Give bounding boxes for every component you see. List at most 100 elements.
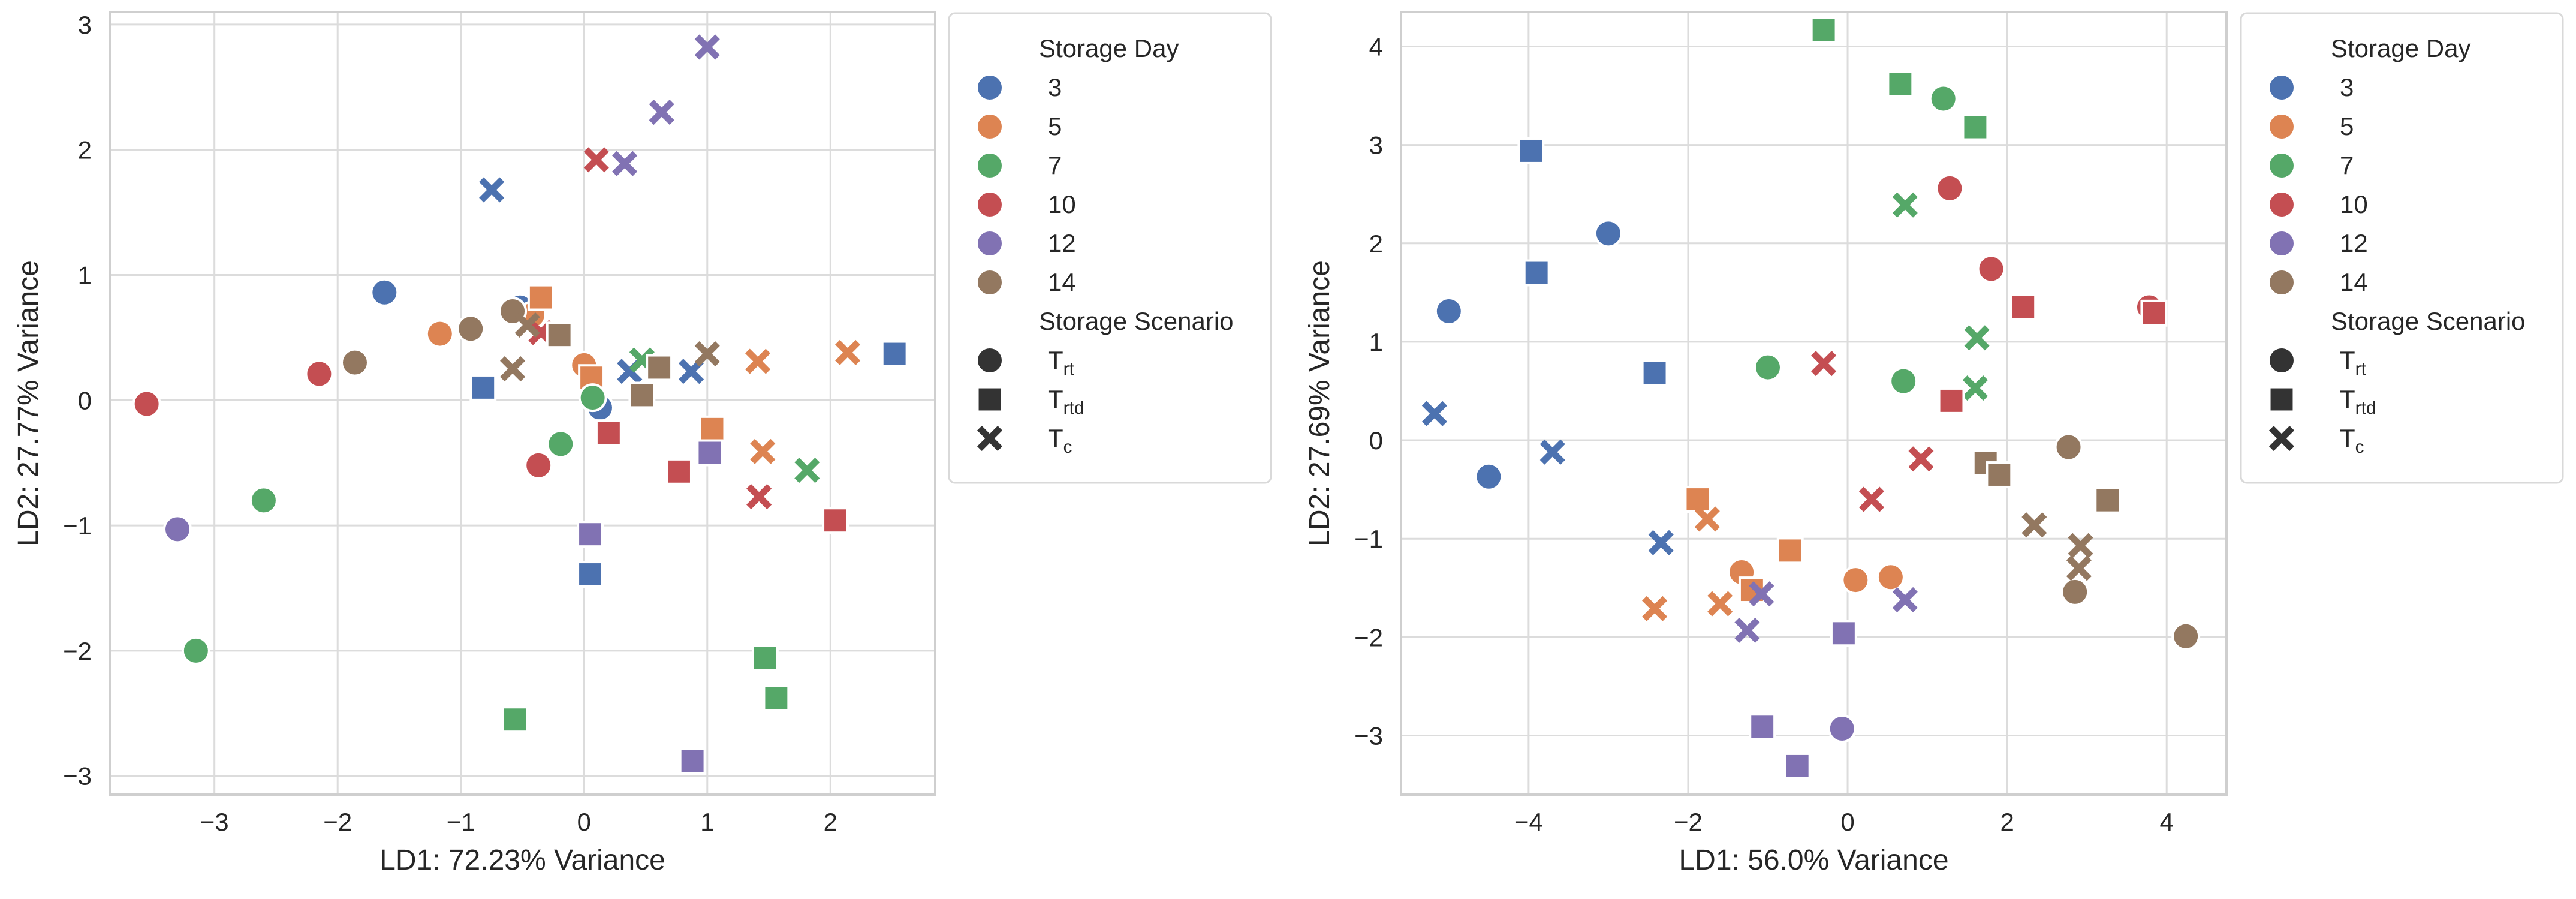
data-point-day10-x bbox=[746, 484, 772, 510]
data-point-day7-circle bbox=[546, 429, 576, 459]
data-point-day7-x bbox=[1892, 192, 1918, 218]
data-point-day12-square bbox=[1830, 620, 1857, 647]
data-point-day3-x bbox=[1648, 530, 1674, 555]
legend-marker-day-3 bbox=[975, 73, 1004, 102]
data-point-day7-x bbox=[1964, 325, 1990, 351]
data-point-day5-circle bbox=[425, 319, 454, 348]
right-y-tick-label: 1 bbox=[1369, 328, 1383, 356]
data-point-day7-circle bbox=[578, 383, 607, 413]
data-point-day10-x bbox=[1908, 446, 1934, 472]
left-y-tick-label: 1 bbox=[78, 261, 92, 289]
right-x-tick-label: 0 bbox=[1840, 808, 1854, 836]
data-point-day7-square bbox=[751, 644, 779, 672]
legend-marker-day-10 bbox=[975, 190, 1004, 219]
legend-marker-circle bbox=[975, 346, 1004, 375]
data-point-day10-circle bbox=[1977, 254, 2006, 284]
legend-box bbox=[2240, 12, 2564, 484]
legend-marker-day-3 bbox=[2267, 73, 2296, 102]
right-data-points bbox=[1421, 16, 2201, 780]
data-point-day5-x bbox=[750, 438, 776, 464]
data-point-day14-square bbox=[546, 321, 573, 349]
data-point-day10-circle bbox=[132, 389, 161, 419]
data-point-day3-x bbox=[1421, 401, 1447, 426]
data-point-day12-x bbox=[612, 151, 638, 176]
data-point-day3-square bbox=[469, 374, 497, 401]
left-y-tick-label: −2 bbox=[63, 637, 92, 665]
data-point-day7-square bbox=[501, 706, 529, 733]
data-point-day7-circle bbox=[249, 486, 278, 515]
legend-box bbox=[948, 12, 1272, 484]
legend-marker-day-5 bbox=[975, 112, 1004, 141]
data-point-day5-square bbox=[1684, 486, 1712, 513]
data-point-day12-x bbox=[1749, 581, 1774, 607]
legend-label-day-12: 12 bbox=[2340, 229, 2368, 257]
data-point-day14-x bbox=[2068, 533, 2093, 558]
data-point-day5-x bbox=[1642, 596, 1668, 621]
data-point-day14-x bbox=[694, 341, 720, 367]
legend-marker-day-14 bbox=[975, 268, 1004, 297]
legend-title-storage-day: Storage Day bbox=[2331, 34, 2470, 62]
data-point-day3-circle bbox=[370, 278, 399, 307]
data-point-day7-circle bbox=[1754, 353, 1782, 382]
data-point-day10-square bbox=[2009, 293, 2037, 321]
left-y-tick-label: −3 bbox=[63, 762, 92, 790]
right-x-tick-label: −4 bbox=[1514, 808, 1543, 836]
data-point-day10-x bbox=[583, 147, 609, 173]
left-y-tick-label: −1 bbox=[63, 512, 92, 540]
legend-marker-x bbox=[2268, 425, 2295, 452]
data-point-day12-circle bbox=[1827, 714, 1857, 744]
data-point-day14-square bbox=[646, 354, 673, 381]
data-point-day7-x bbox=[1962, 375, 1988, 401]
data-point-day12-x bbox=[694, 34, 720, 60]
left-x-tick-label: −3 bbox=[200, 808, 229, 836]
data-point-day14-circle bbox=[340, 348, 369, 377]
data-point-day12-x bbox=[1892, 587, 1918, 613]
data-point-day5-circle bbox=[1841, 566, 1870, 595]
data-point-day3-circle bbox=[1434, 297, 1463, 326]
legend-title-storage-scenario: Storage Scenario bbox=[1039, 307, 1234, 335]
left-data-points bbox=[132, 34, 908, 775]
data-point-day7-square bbox=[1810, 16, 1837, 44]
data-point-day3-square bbox=[1641, 359, 1668, 387]
data-point-day10-square bbox=[1938, 387, 1965, 414]
data-point-day5-square bbox=[527, 284, 555, 311]
data-point-day5-x bbox=[835, 339, 861, 365]
data-point-day14-x bbox=[514, 312, 540, 338]
data-point-day14-x bbox=[2066, 555, 2092, 581]
left-plot-area bbox=[110, 12, 935, 795]
right-y-axis-label: LD2: 27.69% Variance bbox=[1304, 260, 1336, 546]
data-point-day14-square bbox=[1986, 461, 2013, 488]
data-point-day12-circle bbox=[163, 515, 192, 544]
data-point-day3-square bbox=[577, 561, 604, 588]
data-point-day10-circle bbox=[1935, 173, 1965, 203]
right-y-tick-label: 0 bbox=[1369, 426, 1383, 455]
legend-title-storage-scenario: Storage Scenario bbox=[2331, 307, 2526, 335]
data-point-day14-x bbox=[500, 356, 526, 382]
left-y-tick-label: 2 bbox=[78, 136, 92, 164]
data-point-day3-circle bbox=[1593, 219, 1623, 248]
data-point-day14-square bbox=[2094, 486, 2122, 514]
legend-label-day-7: 7 bbox=[1048, 151, 1062, 179]
data-point-day7-square bbox=[1887, 70, 1914, 98]
legend-marker-square bbox=[976, 386, 1004, 413]
data-point-day12-square bbox=[696, 439, 724, 467]
data-point-day3-x bbox=[1539, 439, 1565, 465]
left-x-tick-label: 2 bbox=[824, 808, 837, 836]
data-point-day12-square bbox=[1749, 713, 1776, 741]
data-point-day14-circle bbox=[2171, 621, 2201, 651]
right-y-tick-label: 4 bbox=[1369, 32, 1383, 61]
data-point-day7-square bbox=[1962, 113, 1989, 141]
right-x-tick-label: −2 bbox=[1674, 808, 1703, 836]
data-point-day14-circle bbox=[2060, 577, 2090, 606]
data-point-day14-circle bbox=[2054, 432, 2083, 462]
legend-label-day-12: 12 bbox=[1048, 229, 1076, 257]
right-y-tick-label: −3 bbox=[1354, 722, 1383, 750]
right-x-tick-label: 2 bbox=[2000, 808, 2014, 836]
legend-marker-square bbox=[2268, 386, 2295, 413]
data-point-day10-square bbox=[595, 419, 622, 447]
data-point-day10-x bbox=[1811, 350, 1837, 377]
data-point-day7-circle bbox=[181, 636, 210, 665]
legend-label-day-5: 5 bbox=[1048, 112, 1062, 140]
